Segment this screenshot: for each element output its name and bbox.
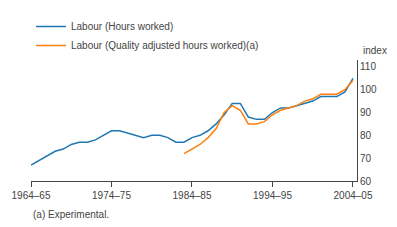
svg-text:1974–75: 1974–75 — [92, 190, 131, 201]
svg-text:80: 80 — [360, 130, 372, 141]
svg-text:100: 100 — [360, 84, 377, 95]
svg-text:Labour (Quality adjusted hours: Labour (Quality adjusted hours worked)(a… — [71, 40, 258, 51]
svg-text:index: index — [363, 45, 387, 56]
svg-text:1964–65: 1964–65 — [12, 190, 51, 201]
svg-text:110: 110 — [360, 61, 376, 72]
svg-text:(a) Experimental.: (a) Experimental. — [33, 209, 109, 220]
svg-text:Labour (Hours worked): Labour (Hours worked) — [71, 21, 173, 32]
svg-text:90: 90 — [360, 107, 372, 118]
svg-text:70: 70 — [360, 153, 372, 164]
svg-text:2004–05: 2004–05 — [334, 190, 373, 201]
svg-text:1994–95: 1994–95 — [253, 190, 292, 201]
svg-text:60: 60 — [360, 176, 372, 187]
svg-text:1984–85: 1984–85 — [173, 190, 212, 201]
